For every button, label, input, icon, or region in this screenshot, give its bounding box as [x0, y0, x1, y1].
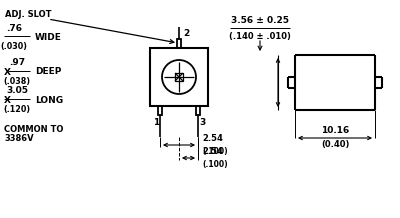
- Text: X: X: [4, 68, 11, 77]
- Text: (.030): (.030): [0, 42, 28, 51]
- Text: 3.05: 3.05: [6, 86, 28, 95]
- Text: .97: .97: [9, 58, 25, 67]
- Text: 3386V: 3386V: [4, 134, 34, 143]
- Text: WIDE: WIDE: [35, 32, 62, 41]
- Bar: [175, 73, 183, 81]
- Text: (.140 ± .010): (.140 ± .010): [229, 32, 291, 41]
- Text: X: X: [4, 95, 11, 104]
- Text: 2.54: 2.54: [202, 147, 223, 156]
- Text: 1: 1: [153, 118, 159, 127]
- Bar: [158, 106, 162, 115]
- Text: LONG: LONG: [35, 95, 63, 104]
- Text: 3.56 ± 0.25: 3.56 ± 0.25: [231, 16, 289, 25]
- Bar: [196, 106, 200, 115]
- Text: .76: .76: [6, 24, 22, 33]
- Text: 2.54: 2.54: [202, 134, 223, 143]
- Text: (0.40): (0.40): [321, 140, 349, 149]
- Text: (.100): (.100): [202, 147, 228, 156]
- Text: (.038): (.038): [4, 77, 30, 86]
- Bar: [177, 39, 181, 48]
- Text: 2: 2: [183, 29, 189, 37]
- Text: ADJ. SLOT: ADJ. SLOT: [5, 10, 52, 19]
- Text: DEEP: DEEP: [35, 66, 61, 75]
- Text: (.120): (.120): [4, 105, 30, 114]
- Text: (.100): (.100): [202, 160, 228, 169]
- Text: 3: 3: [199, 118, 205, 127]
- Bar: [150, 48, 208, 106]
- Text: 10.16: 10.16: [321, 126, 349, 135]
- Text: COMMON TO: COMMON TO: [4, 125, 63, 134]
